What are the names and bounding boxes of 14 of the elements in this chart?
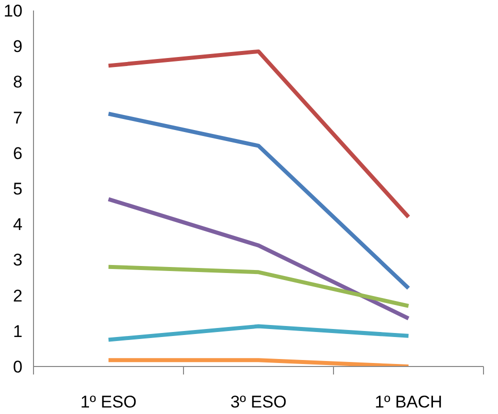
y-tick-label: 6: [13, 144, 23, 163]
x-tick-label: 1º BACH: [374, 392, 442, 412]
y-tick-label: 1: [13, 322, 23, 341]
y-tick-label: 10: [4, 2, 23, 20]
y-tick-label: 5: [13, 180, 23, 198]
y-tick-label: 7: [13, 108, 23, 128]
x-tick-label: 3º ESO: [230, 392, 287, 412]
y-tick-label: 0: [13, 358, 23, 376]
y-tick-label: 9: [13, 37, 23, 56]
y-tick-label: 3: [13, 250, 23, 270]
y-tick-label: 2: [13, 286, 23, 306]
y-tick-label: 4: [13, 215, 23, 234]
y-tick-label: 8: [13, 72, 23, 92]
x-tick-label: 1º ESO: [80, 392, 137, 412]
